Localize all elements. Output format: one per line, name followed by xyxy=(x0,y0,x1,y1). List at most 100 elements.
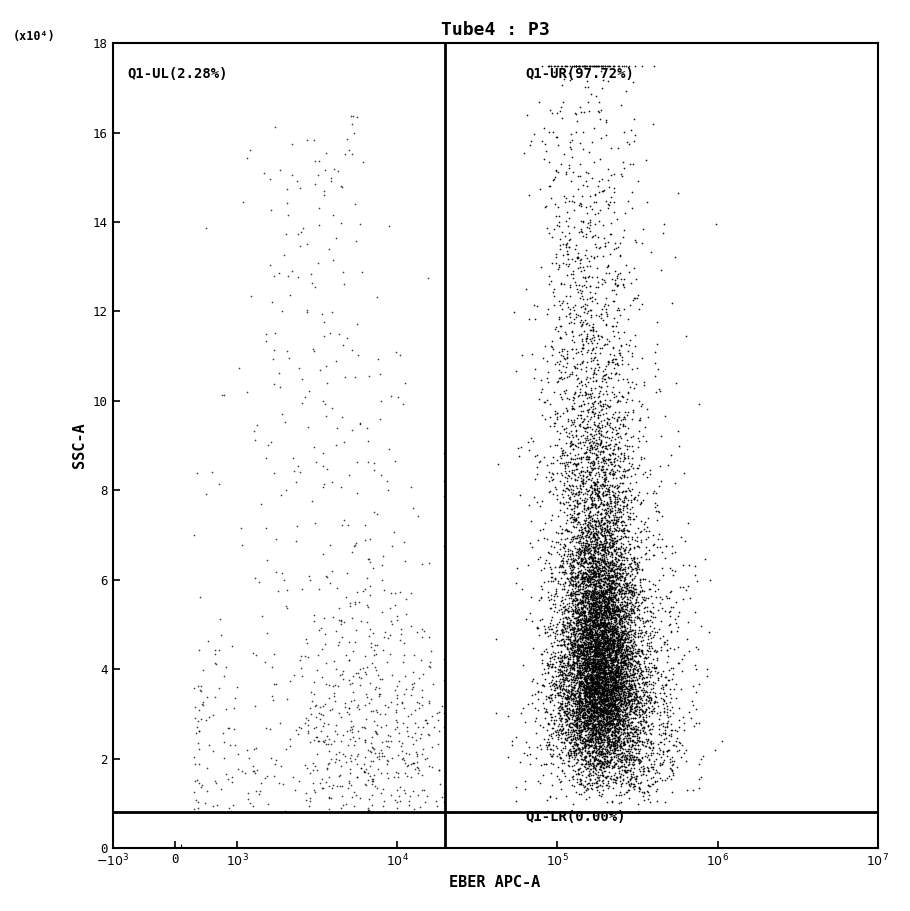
Point xyxy=(582,332,597,346)
Point xyxy=(604,637,619,651)
Point xyxy=(642,705,656,720)
Point xyxy=(639,732,653,747)
Point xyxy=(583,554,598,568)
Point xyxy=(599,456,613,470)
Point xyxy=(606,442,621,456)
Point xyxy=(632,753,646,768)
Point xyxy=(582,748,597,763)
Point xyxy=(370,762,385,776)
Point xyxy=(611,533,625,548)
Point xyxy=(597,566,612,580)
Point xyxy=(552,495,567,509)
Point xyxy=(597,688,612,702)
Point xyxy=(595,636,610,650)
Point xyxy=(646,757,661,772)
Point xyxy=(594,747,609,762)
Point xyxy=(588,569,602,584)
Point xyxy=(307,343,321,358)
Point xyxy=(594,602,609,617)
Point xyxy=(590,648,604,662)
Point xyxy=(561,599,576,613)
Point xyxy=(519,281,533,296)
Point xyxy=(600,568,614,582)
Point xyxy=(581,626,595,640)
Point xyxy=(661,742,675,757)
Point xyxy=(598,594,612,609)
Point xyxy=(668,723,682,738)
Point xyxy=(622,746,636,761)
Point xyxy=(307,440,321,455)
Point xyxy=(570,658,584,672)
Point xyxy=(568,600,582,615)
Point xyxy=(596,693,611,708)
Point xyxy=(267,269,281,283)
Point xyxy=(617,632,632,647)
Point xyxy=(591,595,605,609)
Point xyxy=(611,512,625,527)
Point xyxy=(632,702,646,717)
Point xyxy=(591,688,605,702)
Point xyxy=(589,626,603,640)
Point xyxy=(612,670,627,684)
Point xyxy=(576,314,591,329)
Point xyxy=(564,680,579,694)
Point xyxy=(398,756,412,771)
Point xyxy=(614,619,629,633)
Point xyxy=(591,500,605,515)
Point xyxy=(597,719,612,733)
Point xyxy=(607,717,622,732)
Point xyxy=(567,560,581,575)
Point xyxy=(604,714,619,729)
Point xyxy=(608,724,622,739)
Point xyxy=(577,718,592,732)
Point xyxy=(602,605,616,619)
Point xyxy=(598,583,612,598)
Point xyxy=(641,667,655,681)
Point xyxy=(632,561,647,576)
Point xyxy=(566,604,581,619)
Point xyxy=(613,265,628,280)
Point xyxy=(600,597,614,611)
Point xyxy=(597,650,612,665)
Point xyxy=(625,451,640,466)
Point xyxy=(602,732,616,747)
Point xyxy=(621,421,635,435)
Point xyxy=(614,759,629,773)
Point xyxy=(587,686,602,701)
Point xyxy=(583,768,598,783)
Point xyxy=(592,784,607,799)
Point xyxy=(570,666,584,681)
Point xyxy=(559,400,573,415)
Point xyxy=(594,587,609,601)
Point xyxy=(615,670,630,685)
Point xyxy=(598,692,612,707)
Point xyxy=(554,655,569,670)
Point xyxy=(292,720,307,734)
Point xyxy=(597,503,612,517)
Point xyxy=(602,637,616,651)
Point xyxy=(586,672,601,687)
Point xyxy=(577,593,592,608)
Point xyxy=(568,602,582,617)
Point xyxy=(581,682,596,697)
Point xyxy=(611,602,625,617)
Point xyxy=(648,578,662,592)
Point xyxy=(339,566,354,580)
Point xyxy=(602,623,617,638)
Point xyxy=(588,705,602,720)
Point xyxy=(575,472,590,486)
Point xyxy=(609,664,623,679)
Point xyxy=(584,600,599,615)
Point xyxy=(590,691,604,706)
Point xyxy=(622,663,636,678)
Point xyxy=(611,439,625,454)
Point xyxy=(688,568,703,582)
Point xyxy=(579,643,593,658)
Point xyxy=(588,482,602,496)
Point xyxy=(592,702,607,717)
Point xyxy=(588,719,602,733)
Point xyxy=(571,611,585,626)
Point xyxy=(583,636,598,650)
Point xyxy=(600,642,614,657)
Point xyxy=(543,727,558,742)
